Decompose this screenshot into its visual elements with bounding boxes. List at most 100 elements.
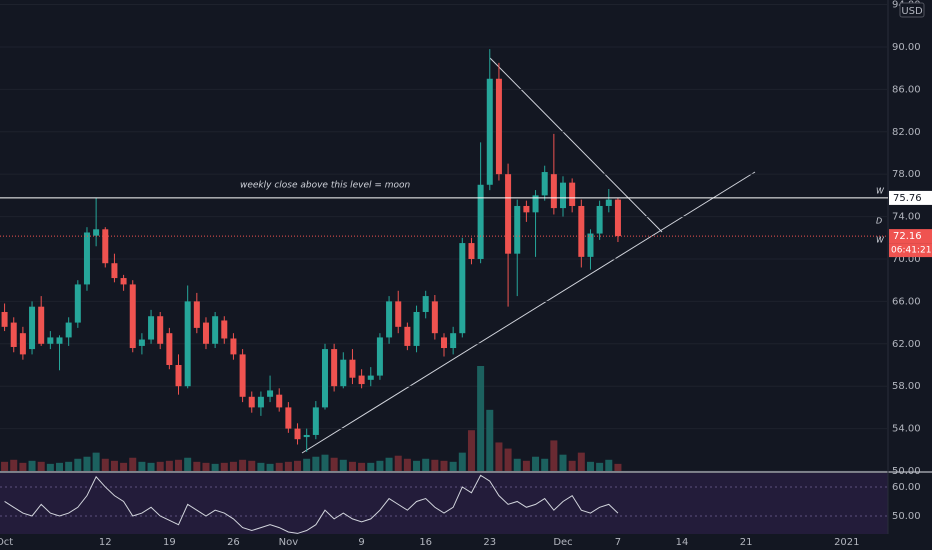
candle-body <box>1 311 8 327</box>
currency: USD <box>901 6 923 17</box>
volume-bar <box>550 440 558 471</box>
candle-body <box>74 284 81 323</box>
volume-bar <box>586 461 594 471</box>
candle-body <box>321 349 328 408</box>
candle-body <box>56 337 63 344</box>
candle-body <box>349 359 356 378</box>
volume-bar <box>532 456 540 471</box>
candle-body <box>541 172 548 196</box>
candle-body <box>10 322 17 347</box>
volume-bar <box>339 459 347 471</box>
candle-body <box>175 364 182 387</box>
candle-body <box>578 205 585 257</box>
volume-bar <box>294 460 302 471</box>
y-tick-label: 70.00 <box>892 254 921 265</box>
x-tick-label: 16 <box>419 537 432 548</box>
volume-bar <box>239 459 247 471</box>
candle-body <box>212 316 219 344</box>
volume-bar <box>165 460 173 471</box>
price-label: 72.16 <box>893 231 922 242</box>
volume-bar <box>37 461 45 471</box>
volume-bar <box>312 456 320 471</box>
candle-body <box>202 322 209 344</box>
volume-bar <box>257 462 265 471</box>
candle-body <box>614 199 621 237</box>
candle-body <box>514 205 521 254</box>
x-tick-label: 23 <box>483 537 496 548</box>
candle-body <box>605 199 612 206</box>
candle-body <box>239 354 246 397</box>
y-tick-label: 62.00 <box>892 339 921 350</box>
x-tick-label: 12 <box>99 537 112 548</box>
candle-body <box>267 390 274 397</box>
volume-bar <box>156 461 164 471</box>
volume-bar <box>321 454 329 471</box>
candle-body <box>596 205 603 234</box>
price-label: 75.76 <box>893 193 922 204</box>
candle-body <box>331 349 338 387</box>
candle-body <box>184 301 191 387</box>
currency-box <box>899 2 925 18</box>
volume-bar <box>19 462 27 471</box>
volume-bar <box>120 462 128 471</box>
y-tick-label: 54.00 <box>892 424 921 435</box>
volume-bar <box>184 457 192 471</box>
y-tick-label: 74.00 <box>892 212 921 223</box>
candle-body <box>38 306 45 344</box>
price-label-box <box>889 229 932 244</box>
candle-body <box>459 243 466 334</box>
volume-bar <box>92 452 100 471</box>
candle-body <box>120 278 127 285</box>
volume-bar <box>467 430 475 471</box>
volume-bar <box>376 460 384 471</box>
x-tick-label: 2021 <box>834 537 859 548</box>
x-tick-label: Nov <box>279 537 299 548</box>
candle-body <box>532 195 539 213</box>
volume-bar <box>358 462 366 471</box>
candle-body <box>312 407 319 435</box>
candle-body <box>376 337 383 376</box>
candle-body <box>495 78 502 175</box>
candle-body <box>340 359 347 387</box>
y-tick-label: 86.00 <box>892 84 921 95</box>
x-tick-label: 19 <box>163 537 176 548</box>
volume-bar <box>65 461 73 471</box>
volume-bar <box>431 459 439 471</box>
x-tick-label: 26 <box>227 537 240 548</box>
candle-body <box>29 306 36 350</box>
rsi-tick-label: 60.00 <box>892 482 921 493</box>
candle-body <box>248 396 255 408</box>
candle-body <box>468 243 475 259</box>
candle-body <box>505 174 512 254</box>
volume-bar <box>330 457 338 471</box>
x-tick-label: 7 <box>615 537 621 548</box>
candle-body <box>422 296 429 312</box>
candle-body <box>441 337 447 349</box>
volume-bar <box>477 366 485 471</box>
volume-bar <box>559 454 567 471</box>
candle-body <box>129 284 136 349</box>
x-tick-label: 14 <box>676 537 689 548</box>
volume-bar <box>403 458 411 471</box>
trend-line <box>489 57 663 233</box>
candle-body <box>276 394 283 408</box>
level-marker: D <box>876 216 882 225</box>
level-marker: W <box>876 187 885 196</box>
volume-bar <box>394 455 402 471</box>
trend-line <box>301 171 756 454</box>
x-tick-label: 9 <box>358 537 364 548</box>
volume-bar <box>577 452 585 471</box>
rsi-pane <box>0 473 888 534</box>
rsi-tick-label: 50.00 <box>892 511 921 522</box>
candle-body <box>193 301 200 328</box>
y-tick-label: 82.00 <box>892 127 921 138</box>
volume-bar <box>522 460 530 471</box>
y-tick-label: 66.00 <box>892 296 921 307</box>
volume-bar <box>458 452 466 471</box>
candle-body <box>358 375 365 385</box>
y-tick-label: 78.00 <box>892 169 921 180</box>
candle-body <box>367 375 374 380</box>
candle-body <box>303 434 310 438</box>
candle-body <box>83 232 90 285</box>
candle-body <box>148 316 155 340</box>
